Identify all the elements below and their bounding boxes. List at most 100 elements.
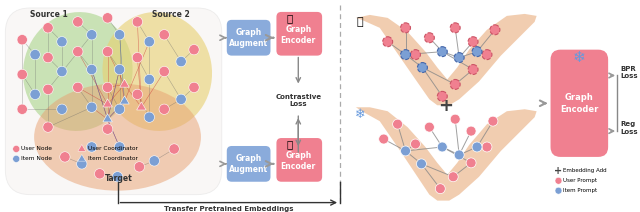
Circle shape xyxy=(159,104,170,114)
Circle shape xyxy=(424,33,435,43)
Polygon shape xyxy=(78,154,86,161)
Circle shape xyxy=(189,82,199,93)
Polygon shape xyxy=(356,107,536,201)
Circle shape xyxy=(30,89,40,99)
Circle shape xyxy=(482,142,492,152)
Text: User Prompt: User Prompt xyxy=(563,178,598,183)
Circle shape xyxy=(60,152,70,162)
Circle shape xyxy=(454,53,464,63)
Text: Item Coordinator: Item Coordinator xyxy=(88,156,138,161)
Polygon shape xyxy=(103,114,113,122)
Circle shape xyxy=(77,159,87,169)
Polygon shape xyxy=(356,14,536,105)
Circle shape xyxy=(437,91,447,101)
Circle shape xyxy=(144,112,154,122)
Circle shape xyxy=(450,80,460,89)
Circle shape xyxy=(490,25,500,35)
Circle shape xyxy=(13,155,20,162)
Circle shape xyxy=(115,142,125,152)
Circle shape xyxy=(417,63,428,73)
Circle shape xyxy=(86,30,97,40)
Circle shape xyxy=(437,142,447,152)
Text: Source 1: Source 1 xyxy=(30,10,68,19)
Text: +: + xyxy=(554,166,563,176)
Circle shape xyxy=(410,50,420,60)
Circle shape xyxy=(482,50,492,60)
Circle shape xyxy=(159,30,170,40)
Circle shape xyxy=(392,119,403,129)
Text: 🔥: 🔥 xyxy=(286,139,292,149)
Text: User Node: User Node xyxy=(21,146,52,151)
Circle shape xyxy=(102,82,113,93)
Ellipse shape xyxy=(102,12,212,131)
Circle shape xyxy=(435,184,445,194)
Circle shape xyxy=(472,142,482,152)
Text: Embedding Add: Embedding Add xyxy=(563,168,607,173)
Circle shape xyxy=(401,23,410,33)
Polygon shape xyxy=(78,145,86,151)
Circle shape xyxy=(132,17,143,27)
Circle shape xyxy=(115,104,125,114)
Circle shape xyxy=(86,142,97,152)
Text: User Coordinator: User Coordinator xyxy=(88,146,138,151)
Circle shape xyxy=(43,122,53,132)
Circle shape xyxy=(102,124,113,134)
Text: Contrastive
Loss: Contrastive Loss xyxy=(275,93,321,107)
Circle shape xyxy=(43,52,53,63)
Circle shape xyxy=(410,139,420,149)
Circle shape xyxy=(113,172,123,182)
Circle shape xyxy=(383,37,392,47)
Circle shape xyxy=(555,177,562,184)
Circle shape xyxy=(379,134,388,144)
Circle shape xyxy=(115,64,125,75)
Circle shape xyxy=(176,56,186,67)
Polygon shape xyxy=(120,96,129,104)
Text: Graph
Augment: Graph Augment xyxy=(229,28,268,48)
Text: Graph
Encoder: Graph Encoder xyxy=(281,25,316,45)
Text: Transfer Pretrained Embeddings: Transfer Pretrained Embeddings xyxy=(164,206,294,212)
Circle shape xyxy=(43,23,53,33)
Circle shape xyxy=(57,66,67,77)
Text: Target: Target xyxy=(104,174,132,183)
Circle shape xyxy=(472,47,482,57)
Circle shape xyxy=(132,89,143,99)
Circle shape xyxy=(102,13,113,23)
Circle shape xyxy=(43,84,53,95)
Polygon shape xyxy=(136,102,146,110)
Circle shape xyxy=(57,104,67,114)
Circle shape xyxy=(102,46,113,57)
Text: ❄: ❄ xyxy=(355,108,365,121)
Circle shape xyxy=(555,187,562,194)
Circle shape xyxy=(468,64,478,74)
Circle shape xyxy=(17,104,28,114)
Circle shape xyxy=(189,45,199,55)
Circle shape xyxy=(176,94,186,105)
Ellipse shape xyxy=(23,12,132,131)
Circle shape xyxy=(149,156,159,166)
Circle shape xyxy=(57,36,67,47)
Circle shape xyxy=(86,64,97,75)
Circle shape xyxy=(450,114,460,124)
Ellipse shape xyxy=(34,83,201,191)
Polygon shape xyxy=(120,79,129,87)
Circle shape xyxy=(73,46,83,57)
Circle shape xyxy=(132,52,143,63)
FancyBboxPatch shape xyxy=(227,146,271,182)
Circle shape xyxy=(115,30,125,40)
Text: 🔥: 🔥 xyxy=(286,13,292,23)
Circle shape xyxy=(144,36,154,47)
Circle shape xyxy=(13,145,20,152)
Circle shape xyxy=(73,82,83,93)
FancyBboxPatch shape xyxy=(276,12,322,56)
Circle shape xyxy=(73,17,83,27)
FancyBboxPatch shape xyxy=(276,138,322,182)
Circle shape xyxy=(86,102,97,112)
Text: ❄: ❄ xyxy=(573,50,586,65)
Circle shape xyxy=(17,35,28,45)
Circle shape xyxy=(466,126,476,136)
Circle shape xyxy=(468,37,478,47)
Circle shape xyxy=(466,158,476,168)
Circle shape xyxy=(448,172,458,182)
Text: Item Node: Item Node xyxy=(21,156,52,161)
Text: Graph
Encoder: Graph Encoder xyxy=(560,93,598,114)
